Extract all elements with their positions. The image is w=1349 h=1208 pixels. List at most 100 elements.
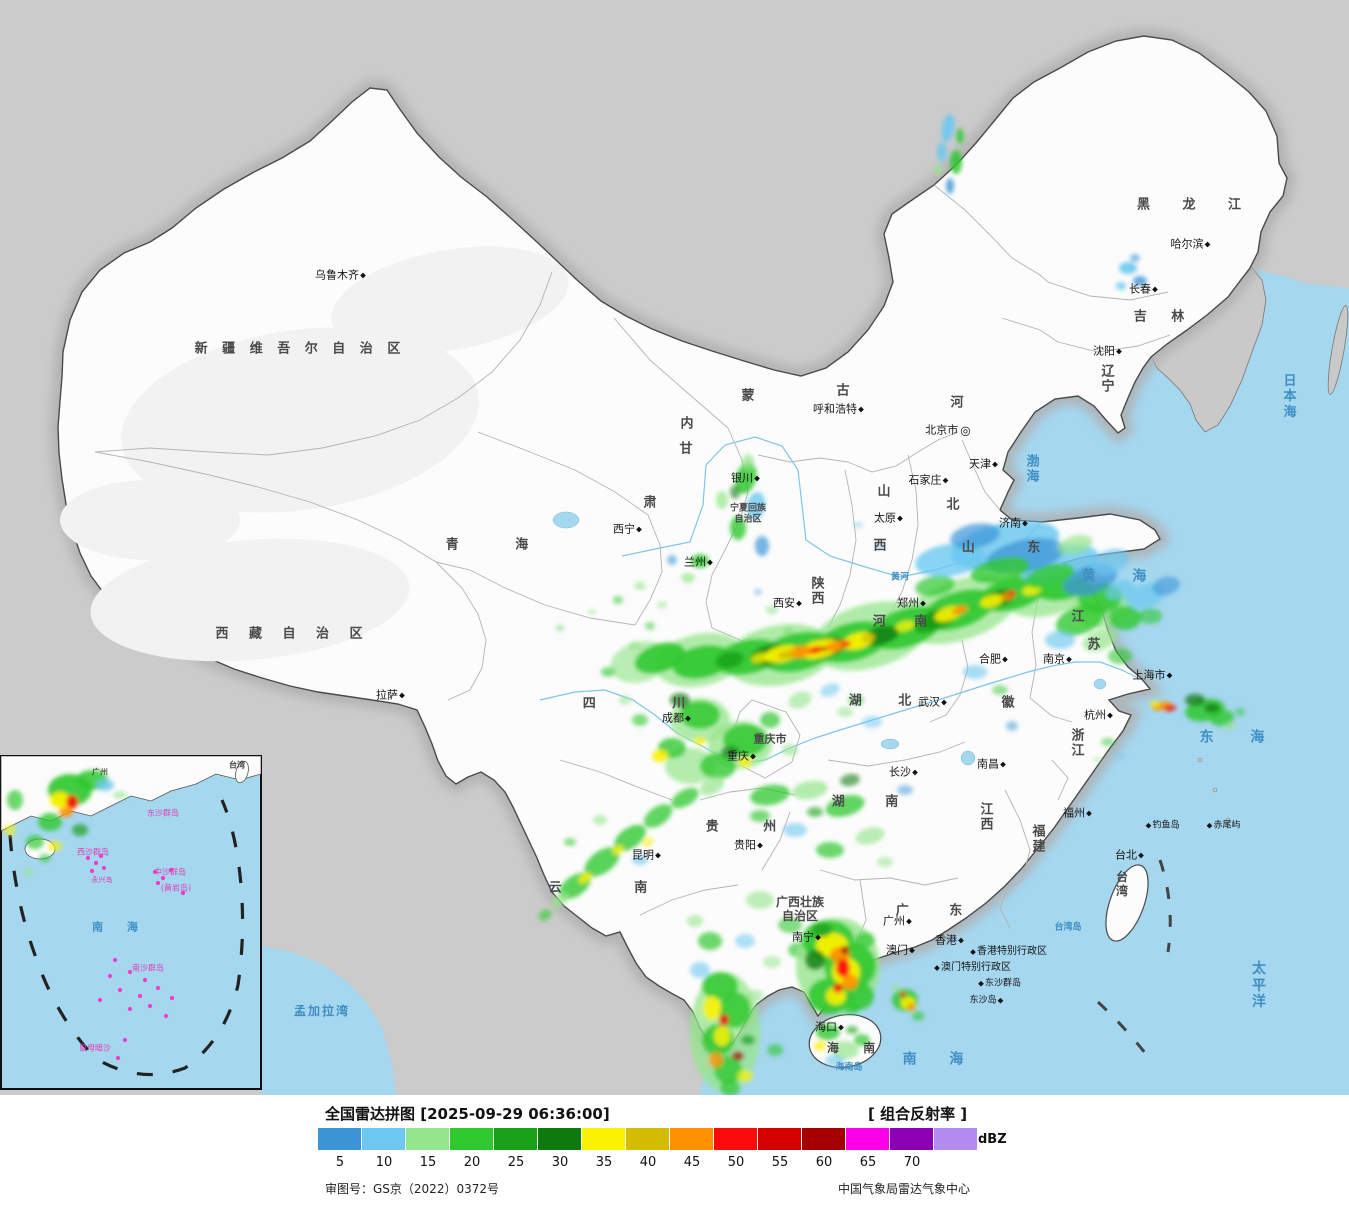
legend-panel: 全国雷达拼图 [2025-09-29 06:36:00] [ 组合反射率 ] d… xyxy=(0,1095,1349,1208)
island-dot xyxy=(89,868,95,874)
radar-echo xyxy=(700,776,724,796)
island-dot xyxy=(168,867,174,873)
radar-echo xyxy=(680,701,720,729)
island-dot xyxy=(152,869,158,875)
ryukyu-island xyxy=(1225,817,1231,823)
radar-echo xyxy=(50,792,70,808)
radar-echo xyxy=(970,556,1030,584)
legend-color-swatch xyxy=(758,1128,802,1150)
legend-value: 10 xyxy=(375,1155,393,1170)
radar-echo xyxy=(1094,757,1102,763)
dongting-lake xyxy=(880,738,900,750)
radar-echo xyxy=(895,620,915,632)
taiwan-island xyxy=(1105,864,1149,942)
radar-echo xyxy=(821,646,827,652)
radar-echo xyxy=(738,757,752,767)
radar-echo xyxy=(652,750,668,762)
island-dot xyxy=(169,995,175,1001)
radar-echo xyxy=(750,784,790,806)
radar-echo xyxy=(1006,721,1018,731)
radar-echo xyxy=(897,785,913,795)
radar-echo xyxy=(816,842,844,858)
radar-echo xyxy=(681,573,695,583)
island-dot xyxy=(163,1013,169,1019)
radar-echo xyxy=(700,753,736,779)
radar-echo xyxy=(26,835,44,849)
radar-echo xyxy=(703,996,721,1020)
radar-echo xyxy=(825,795,865,817)
radar-echo xyxy=(792,780,828,800)
radar-echo xyxy=(632,855,648,865)
radar-echo xyxy=(941,114,955,142)
radar-echo xyxy=(855,827,885,845)
inset-island-dots xyxy=(85,853,186,1061)
radar-echo xyxy=(1090,548,1130,576)
radar-echo xyxy=(721,746,739,758)
legend-color-swatch xyxy=(318,1128,362,1150)
radar-echo xyxy=(825,640,847,652)
radar-echo xyxy=(556,625,564,631)
radar-echo xyxy=(1057,535,1093,555)
legend-value: 40 xyxy=(639,1155,657,1170)
radar-echo xyxy=(842,974,858,990)
legend-value: 5 xyxy=(335,1155,345,1170)
radar-echo xyxy=(730,516,746,540)
legend-color-swatch xyxy=(538,1128,582,1150)
radar-echo xyxy=(861,633,875,643)
radar-echo xyxy=(1025,563,1075,589)
maritime-dashed-boundary xyxy=(1096,859,1172,1063)
legend-color-swatch xyxy=(670,1128,714,1150)
qinghai-lake xyxy=(552,511,580,529)
radar-echo xyxy=(831,1041,859,1059)
radar-echo xyxy=(716,651,744,669)
island-dot xyxy=(98,853,104,859)
radar-echo xyxy=(672,645,732,679)
radar-echo xyxy=(741,1035,755,1045)
radar-echo xyxy=(730,485,740,499)
legend-color-swatch xyxy=(362,1128,406,1150)
radar-echo xyxy=(782,744,798,756)
legend-value: 30 xyxy=(551,1155,569,1170)
legend-value: 55 xyxy=(771,1155,789,1170)
license-number: 审图号：GS京（2022）0372号 xyxy=(325,1182,499,1196)
radar-echo xyxy=(907,1003,915,1011)
map-title: 全国雷达拼图 [2025-09-29 06:36:00] xyxy=(325,1105,610,1123)
radar-echo xyxy=(578,872,592,884)
radar-echo xyxy=(836,959,850,977)
radar-echo xyxy=(778,650,794,660)
radar-echo xyxy=(877,857,893,867)
radar-echo xyxy=(732,1051,744,1061)
poyang-lake xyxy=(960,750,976,766)
radar-echo xyxy=(38,813,62,831)
dbz-scale-values: 5 10 15 20 25 30 35 40 45 50 55 60 65 70 xyxy=(318,1155,934,1170)
radar-echo xyxy=(702,972,738,1000)
radar-echo xyxy=(788,691,812,709)
radar-echo xyxy=(747,990,763,1002)
radar-echo xyxy=(807,807,823,817)
radar-echo xyxy=(846,1026,858,1034)
radar-echo xyxy=(613,596,623,604)
radar-echo xyxy=(751,652,769,664)
island-dot xyxy=(155,985,161,991)
credit: 中国气象局雷达气象中心 xyxy=(838,1182,971,1196)
radar-echo xyxy=(766,606,778,614)
legend-value: 45 xyxy=(683,1155,701,1170)
radar-echo xyxy=(788,645,812,659)
radar-echo xyxy=(48,841,62,851)
radar-echo-layer xyxy=(538,114,1245,1095)
radar-echo xyxy=(1150,701,1160,707)
legend-value: 70 xyxy=(903,1155,921,1170)
radar-echo xyxy=(754,589,762,595)
radar-echo xyxy=(854,1034,870,1046)
radar-echo xyxy=(746,492,766,520)
radar-echo xyxy=(694,737,706,745)
radar-echo xyxy=(805,950,825,970)
radar-echo xyxy=(634,582,646,590)
radar-echo xyxy=(1108,648,1132,664)
inset-taiwan-island xyxy=(235,760,249,784)
radar-echo xyxy=(735,462,757,494)
radar-echo xyxy=(632,714,648,726)
radar-echo xyxy=(1235,708,1245,716)
legend-color-swatch xyxy=(450,1128,494,1150)
radar-echo xyxy=(853,522,863,528)
